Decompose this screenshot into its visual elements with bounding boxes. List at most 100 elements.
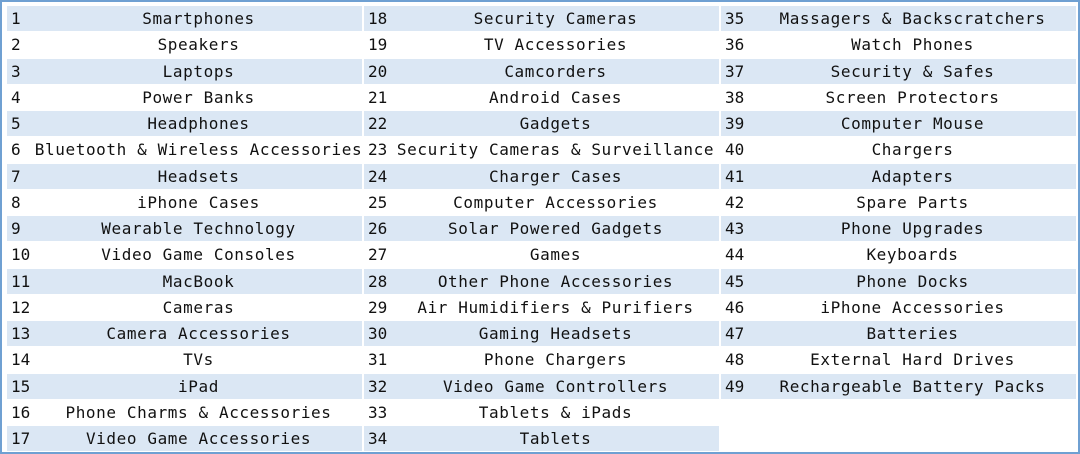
- category-name: Phone Charms & Accessories: [65, 402, 332, 422]
- row-number: 37: [725, 61, 745, 81]
- row-number: 15: [11, 376, 31, 396]
- category-name: Gaming Headsets: [478, 324, 633, 344]
- category-name: Computer Mouse: [840, 114, 985, 134]
- table-row: 40 Chargers: [721, 137, 1076, 164]
- category-name: Power Banks: [142, 87, 255, 107]
- row-number: 22: [368, 114, 388, 134]
- table-row: 46 iPhone Accessories: [721, 295, 1076, 321]
- table-row: 2 Speakers: [7, 32, 362, 59]
- table-row: 35 Massagers & Backscratchers: [721, 6, 1076, 33]
- category-name: Headphones: [147, 114, 250, 134]
- category-name: TV Accessories: [483, 35, 628, 55]
- category-name: External Hard Drives: [810, 350, 1015, 370]
- table-row: 1 Smartphones: [7, 6, 362, 33]
- category-name: Rechargeable Battery Packs: [779, 376, 1046, 396]
- row-number: 14: [11, 350, 31, 370]
- category-name: Tablets & iPads: [478, 402, 633, 422]
- category-name: Batteries: [866, 324, 959, 344]
- row-number: 35: [725, 9, 745, 29]
- category-name: Smartphones: [142, 9, 255, 29]
- row-number: 48: [725, 350, 745, 370]
- category-name: Cameras: [162, 297, 235, 317]
- category-name: Chargers: [871, 140, 954, 160]
- category-name: Android Cases: [488, 87, 623, 107]
- category-name: Video Game Controllers: [442, 376, 669, 396]
- category-name: Screen Protectors: [825, 87, 1000, 107]
- table-row: 49 Rechargeable Battery Packs: [721, 373, 1076, 400]
- row-number: 26: [368, 219, 388, 239]
- category-name: iPhone Cases: [137, 192, 260, 212]
- row-number: 19: [368, 35, 388, 55]
- row-number: 43: [725, 219, 745, 239]
- table-row: 25 Computer Accessories: [364, 190, 719, 216]
- category-name: Wearable Technology: [101, 219, 296, 239]
- table-row: 43 Phone Upgrades: [721, 216, 1076, 243]
- table-row: 6 Bluetooth & Wireless Accessories: [7, 137, 362, 164]
- table-row: 21 Android Cases: [364, 85, 719, 111]
- row-number: 49: [725, 376, 745, 396]
- table-row: 20 Camcorders: [364, 58, 719, 85]
- table-row: 26 Solar Powered Gadgets: [364, 216, 719, 243]
- table-row: 30 Gaming Headsets: [364, 321, 719, 348]
- row-number: 44: [725, 245, 745, 265]
- row-number: 2: [11, 35, 21, 55]
- category-name: Spare Parts: [856, 192, 969, 212]
- row-number: 27: [368, 245, 388, 265]
- category-name: Computer Accessories: [453, 192, 658, 212]
- row-number: 5: [11, 114, 21, 134]
- category-name: Phone Docks: [856, 271, 969, 291]
- row-number: 9: [11, 219, 21, 239]
- table-row: 22 Gadgets: [364, 111, 719, 138]
- table-row: 15 iPad: [7, 373, 362, 400]
- category-name: Watch Phones: [851, 35, 974, 55]
- row-number: 1: [11, 9, 21, 29]
- table-row: 41 Adapters: [721, 163, 1076, 190]
- table-row: 8 iPhone Cases: [7, 190, 362, 216]
- row-number: 47: [725, 324, 745, 344]
- category-name: Security Cameras & Surveillance: [396, 140, 715, 160]
- table-row: 9 Wearable Technology: [7, 216, 362, 243]
- table-row: 48 External Hard Drives: [721, 347, 1076, 374]
- row-number: 3: [11, 61, 21, 81]
- table-row: 45 Phone Docks: [721, 268, 1076, 295]
- table-row: 31 Phone Chargers: [364, 347, 719, 374]
- row-number: 23: [368, 140, 388, 160]
- category-name: Charger Cases: [488, 166, 623, 186]
- row-number: 38: [725, 87, 745, 107]
- table-row: 3 Laptops: [7, 58, 362, 85]
- category-name: Phone Chargers: [483, 350, 628, 370]
- table-row: 24 Charger Cases: [364, 163, 719, 190]
- row-number: 8: [11, 192, 21, 212]
- row-number: 46: [725, 297, 745, 317]
- row-number: 36: [725, 35, 745, 55]
- category-name: Video Game Accessories: [85, 429, 312, 449]
- table-column-3: 35 Massagers & Backscratchers 36 Watch Phon…: [721, 6, 1076, 400]
- row-number: 16: [11, 402, 31, 422]
- table-row: 14 TVs: [7, 347, 362, 374]
- table-row: 18 Security Cameras: [364, 6, 719, 33]
- row-number: 25: [368, 192, 388, 212]
- category-name: Security & Safes: [830, 61, 995, 81]
- table-row: 17 Video Game Accessories: [7, 426, 362, 453]
- table-column-2: 18 Security Cameras 19 TV Accessories 20 Camc…: [364, 6, 719, 453]
- category-name: Phone Upgrades: [840, 219, 985, 239]
- table-row: 36 Watch Phones: [721, 32, 1076, 59]
- table-row: 5 Headphones: [7, 111, 362, 138]
- table-row: 10 Video Game Consoles: [7, 242, 362, 269]
- category-name: Camcorders: [504, 61, 607, 81]
- table-row: 37 Security & Safes: [721, 58, 1076, 85]
- category-name: Adapters: [871, 166, 954, 186]
- row-number: 39: [725, 114, 745, 134]
- row-number: 32: [368, 376, 388, 396]
- table-row: 44 Keyboards: [721, 242, 1076, 269]
- row-number: 34: [368, 429, 388, 449]
- category-name: Video Game Consoles: [101, 245, 296, 265]
- category-name: Other Phone Accessories: [437, 271, 674, 291]
- category-name: Headsets: [157, 166, 240, 186]
- row-number: 29: [368, 297, 388, 317]
- row-number: 28: [368, 271, 388, 291]
- category-name: iPhone Accessories: [820, 297, 1005, 317]
- row-number: 13: [11, 324, 31, 344]
- row-number: 21: [368, 87, 388, 107]
- row-number: 45: [725, 271, 745, 291]
